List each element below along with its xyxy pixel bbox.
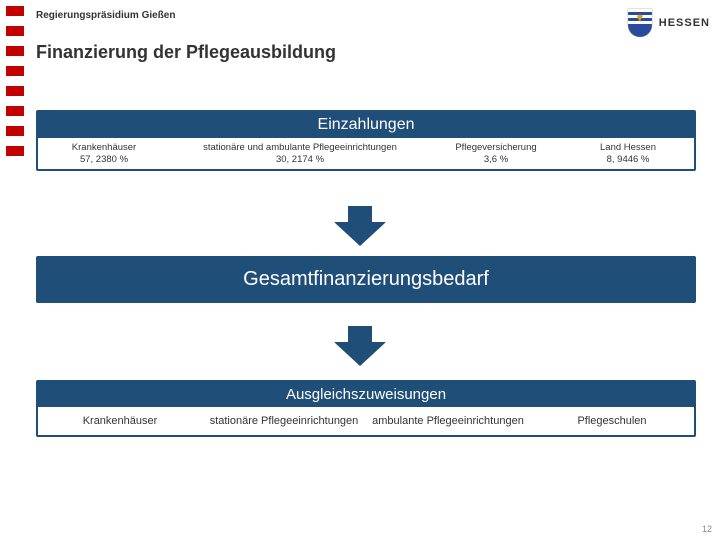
arrow-down-icon bbox=[334, 326, 386, 366]
cell-value: 3,6 % bbox=[432, 154, 560, 165]
einzahlungen-col-land-hessen: Land Hessen 8, 9446 % bbox=[562, 138, 694, 169]
cell-label: ambulante Pflegeeinrichtungen bbox=[370, 415, 526, 427]
block-ausgleich-title: Ausgleichszuweisungen bbox=[38, 382, 694, 407]
ausgleich-col-krankenhaeuser: Krankenhäuser bbox=[38, 407, 202, 435]
hessen-logo: HESSEN bbox=[627, 8, 710, 38]
flow-arrow-2 bbox=[334, 326, 386, 366]
agency-name: Regierungspräsidium Gießen bbox=[36, 10, 175, 21]
cell-label: Land Hessen bbox=[564, 142, 692, 153]
block-einzahlungen: Einzahlungen Krankenhäuser 57, 2380 % st… bbox=[36, 110, 696, 171]
cell-label: Krankenhäuser bbox=[42, 415, 198, 427]
block-gesamt-title: Gesamtfinanzierungsbedarf bbox=[38, 258, 694, 301]
einzahlungen-col-krankenhaeuser: Krankenhäuser 57, 2380 % bbox=[38, 138, 170, 169]
cell-label: stationäre Pflegeeinrichtungen bbox=[206, 415, 362, 427]
hessen-coat-icon bbox=[627, 8, 653, 38]
flow-arrow-1 bbox=[334, 206, 386, 246]
ausgleich-col-ambulante: ambulante Pflegeeinrichtungen bbox=[366, 407, 530, 435]
block-ausgleich: Ausgleichszuweisungen Krankenhäuser stat… bbox=[36, 380, 696, 437]
page-number: 12 bbox=[702, 524, 712, 534]
cell-label: stationäre und ambulante Pflegeeinrichtu… bbox=[172, 142, 428, 153]
hessen-stripe-accent bbox=[6, 6, 24, 156]
cell-label: Krankenhäuser bbox=[40, 142, 168, 153]
cell-label: Pflegeschulen bbox=[534, 415, 690, 427]
arrow-down-icon bbox=[334, 206, 386, 246]
cell-value: 8, 9446 % bbox=[564, 154, 692, 165]
ausgleich-col-pflegeschulen: Pflegeschulen bbox=[530, 407, 694, 435]
einzahlungen-col-pflegeeinrichtungen: stationäre und ambulante Pflegeeinrichtu… bbox=[170, 138, 430, 169]
cell-value: 57, 2380 % bbox=[40, 154, 168, 165]
page-title: Finanzierung der Pflegeausbildung bbox=[36, 42, 336, 63]
cell-label: Pflegeversicherung bbox=[432, 142, 560, 153]
ausgleich-col-stationaere: stationäre Pflegeeinrichtungen bbox=[202, 407, 366, 435]
einzahlungen-col-pflegeversicherung: Pflegeversicherung 3,6 % bbox=[430, 138, 562, 169]
hessen-wordmark: HESSEN bbox=[659, 17, 710, 29]
block-gesamt: Gesamtfinanzierungsbedarf bbox=[36, 256, 696, 303]
block-einzahlungen-title: Einzahlungen bbox=[38, 112, 694, 138]
cell-value: 30, 2174 % bbox=[172, 154, 428, 165]
